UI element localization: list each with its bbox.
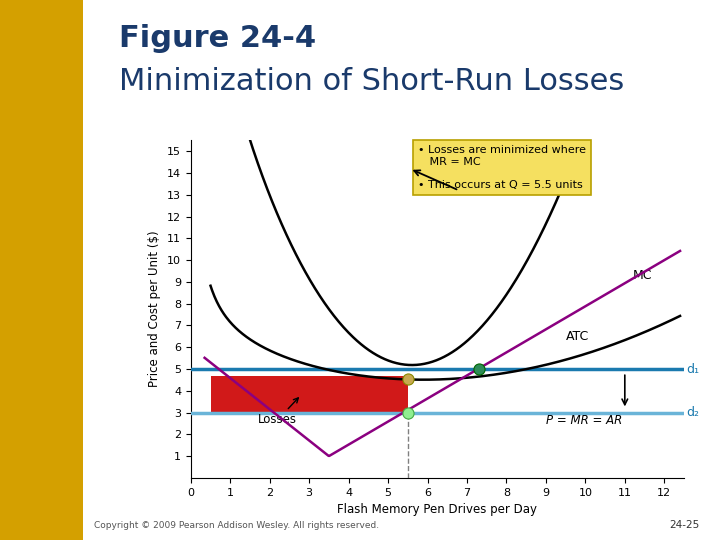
- Text: • Losses are minimized where
    MR = MC

• This occurs at Q = 5.5 units: • Losses are minimized where MR = MC • T…: [418, 145, 585, 190]
- Y-axis label: Price and Cost per Unit ($): Price and Cost per Unit ($): [148, 231, 161, 388]
- Text: MC: MC: [633, 269, 652, 282]
- Text: Losses: Losses: [258, 398, 298, 427]
- Text: Copyright © 2009 Pearson Addison Wesley. All rights reserved.: Copyright © 2009 Pearson Addison Wesley.…: [94, 521, 379, 530]
- Text: 24-25: 24-25: [670, 520, 700, 530]
- Text: P = MR = AR: P = MR = AR: [546, 414, 622, 427]
- Text: Figure 24-4: Figure 24-4: [119, 24, 316, 53]
- Text: Minimization of Short-Run Losses: Minimization of Short-Run Losses: [119, 68, 624, 97]
- Text: ATC: ATC: [566, 330, 589, 343]
- Text: d₂: d₂: [686, 406, 699, 419]
- Bar: [210, 376, 408, 413]
- Text: d₁: d₁: [686, 362, 699, 375]
- X-axis label: Flash Memory Pen Drives per Day: Flash Memory Pen Drives per Day: [338, 503, 537, 516]
